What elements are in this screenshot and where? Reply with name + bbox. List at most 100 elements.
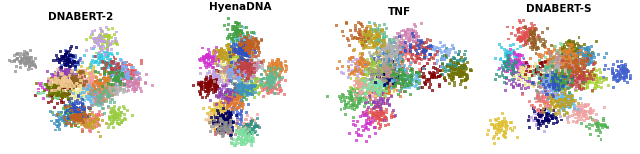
Point [383, 80, 393, 82]
Point [553, 58, 563, 60]
Point [351, 77, 361, 80]
Point [93, 63, 104, 66]
Point [390, 57, 400, 59]
Point [461, 73, 472, 76]
Point [55, 114, 65, 116]
Point [383, 63, 393, 65]
Point [348, 116, 358, 119]
Point [414, 45, 424, 48]
Point [382, 60, 392, 62]
Point [48, 87, 58, 89]
Point [115, 83, 125, 85]
Point [376, 78, 387, 80]
Point [369, 34, 379, 36]
Point [385, 69, 396, 72]
Point [398, 73, 408, 75]
Point [232, 44, 242, 47]
Point [558, 105, 568, 108]
Point [398, 83, 408, 85]
Point [447, 61, 457, 63]
Point [564, 51, 575, 53]
Point [227, 59, 237, 61]
Point [544, 51, 554, 54]
Point [62, 79, 72, 82]
Point [227, 47, 237, 49]
Point [212, 113, 223, 116]
Point [566, 42, 577, 45]
Point [574, 36, 584, 38]
Point [246, 86, 256, 89]
Point [238, 82, 248, 85]
Point [210, 120, 220, 122]
Point [106, 67, 116, 70]
Point [577, 59, 587, 61]
Point [230, 144, 241, 146]
Point [65, 86, 75, 88]
Point [228, 98, 239, 100]
Point [385, 49, 395, 52]
Point [238, 41, 248, 43]
Point [266, 66, 276, 69]
Point [116, 74, 127, 76]
Point [52, 93, 63, 96]
Point [529, 113, 540, 115]
Point [582, 77, 593, 80]
Point [61, 84, 72, 87]
Point [84, 80, 94, 83]
Point [344, 65, 354, 68]
Point [12, 65, 22, 67]
Point [542, 59, 552, 61]
Point [57, 91, 67, 93]
Point [230, 59, 241, 61]
Point [247, 130, 257, 132]
Point [540, 130, 550, 133]
Point [94, 82, 104, 84]
Point [404, 81, 414, 83]
Point [224, 123, 234, 125]
Point [547, 86, 557, 89]
Point [80, 88, 90, 91]
Point [57, 92, 67, 95]
Point [528, 104, 538, 106]
Point [572, 66, 582, 68]
Point [581, 80, 591, 82]
Point [381, 45, 391, 48]
Point [243, 47, 253, 49]
Point [386, 51, 396, 54]
Point [54, 61, 65, 63]
Point [108, 61, 118, 63]
Point [242, 134, 252, 136]
Point [127, 73, 138, 75]
Point [357, 92, 367, 94]
Point [61, 71, 71, 74]
Point [112, 43, 122, 45]
Point [243, 65, 253, 68]
Point [360, 67, 371, 70]
Point [271, 63, 281, 65]
Point [558, 80, 568, 83]
Point [392, 46, 403, 48]
Point [521, 77, 531, 80]
Point [573, 48, 584, 51]
Point [511, 82, 521, 84]
Point [568, 47, 578, 49]
Point [348, 108, 358, 110]
Point [544, 112, 554, 115]
Point [361, 71, 371, 74]
Point [577, 123, 587, 125]
Point [581, 57, 591, 59]
Point [95, 37, 106, 39]
Point [94, 35, 104, 37]
Point [516, 61, 526, 64]
Point [536, 100, 546, 103]
Point [378, 68, 388, 70]
Point [12, 53, 22, 56]
Point [252, 67, 262, 70]
Point [579, 77, 589, 79]
Point [109, 127, 119, 129]
Point [355, 60, 365, 62]
Point [374, 71, 384, 74]
Point [372, 77, 382, 79]
Point [70, 109, 81, 112]
Point [564, 121, 574, 123]
